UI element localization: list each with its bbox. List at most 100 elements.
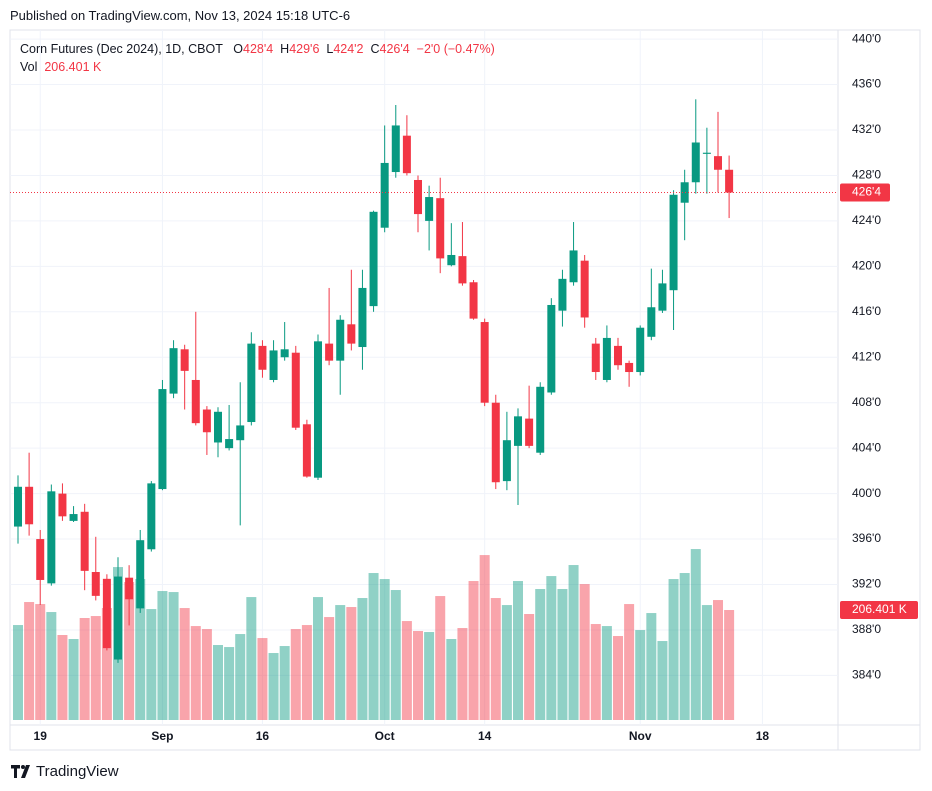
candle-body: [202, 409, 211, 433]
legend-line: Corn Futures (Dec 2024), 1D, CBOT O428'4…: [20, 40, 495, 58]
legend-key: O: [233, 42, 244, 56]
volume-bar: [90, 616, 101, 720]
brand-logo: [11, 765, 30, 778]
candle-body: [169, 348, 178, 394]
candle-body: [136, 540, 145, 609]
volume-bar: [390, 590, 401, 720]
volume-bar: [246, 597, 257, 720]
volume-bar: [457, 628, 468, 720]
candle-body: [314, 341, 322, 478]
y-tick-label: 408'0: [852, 395, 881, 409]
volume-bar: [201, 629, 212, 720]
candle-body: [658, 283, 667, 311]
candle-body: [258, 345, 267, 370]
x-tick-label: 19: [34, 729, 48, 743]
candle-body: [36, 539, 45, 580]
candle-body: [436, 198, 445, 259]
y-tick-label: 428'0: [852, 168, 881, 182]
candle-body: [25, 486, 34, 525]
candle-body: [602, 337, 611, 380]
volume-bar: [701, 605, 712, 720]
logo-shape: [11, 765, 30, 778]
candle-body: [636, 327, 645, 373]
volume-bar: [413, 631, 423, 720]
candle-body: [491, 402, 500, 483]
y-tick-label: 404'0: [852, 440, 881, 454]
candle-body: [447, 254, 456, 266]
volume-bar: [335, 605, 346, 720]
volume-bar: [635, 630, 646, 720]
volume-bar: [568, 565, 579, 720]
volume-bar: [646, 613, 657, 720]
volume-bar: [57, 635, 68, 720]
candle-body: [247, 343, 256, 423]
volume-bar: [24, 602, 35, 720]
candle-body: [236, 425, 245, 441]
legend-value: 428'4: [243, 42, 274, 56]
candle-body: [125, 577, 134, 600]
volume-bar: [490, 598, 501, 720]
volume-bar: [79, 618, 90, 720]
volume-bar: [579, 584, 590, 720]
volume-bar: [190, 626, 201, 720]
last-price-box: [840, 183, 890, 202]
candle-body: [191, 379, 200, 424]
volume-bar: [690, 549, 701, 720]
logo-dot: [21, 765, 25, 769]
candle-body: [225, 439, 234, 449]
candle-body: [180, 349, 189, 371]
volume-value: 206.401 K: [44, 60, 102, 74]
volume-bar: [290, 629, 301, 720]
y-tick-label: 412'0: [852, 349, 881, 363]
symbol-title: Corn Futures (Dec 2024), 1D, CBOT: [20, 42, 223, 56]
volume-bar: [668, 579, 679, 720]
candle-body: [702, 152, 711, 154]
y-tick-label: 436'0: [852, 77, 881, 91]
candle-body: [714, 156, 722, 170]
volume-bar: [379, 579, 390, 720]
volume-bar: [624, 604, 635, 720]
legend-key: L: [326, 42, 334, 56]
last-volume-box: [840, 601, 918, 620]
published-note: Published on TradingView.com, Nov 13, 20…: [10, 8, 351, 23]
y-tick-label: 392'0: [852, 577, 881, 591]
candle-body: [691, 142, 700, 183]
y-tick-label: 396'0: [852, 531, 881, 545]
candle-body: [680, 182, 689, 203]
y-tick-label: 388'0: [852, 622, 881, 636]
candle-body: [380, 162, 389, 228]
legend-key: C: [370, 42, 380, 56]
volume-name: Vol: [20, 60, 38, 74]
candle-body: [58, 493, 67, 517]
candle-body: [291, 352, 300, 428]
candle-body: [269, 350, 278, 380]
volume-bar: [313, 597, 323, 720]
candle-body: [147, 483, 156, 550]
x-tick-label: 18: [756, 729, 770, 743]
volume-bar: [513, 581, 523, 720]
volume-bar: [479, 555, 490, 720]
candle-body: [302, 424, 311, 477]
candle-body: [325, 343, 334, 361]
volume-bar: [146, 609, 157, 720]
candle-body: [669, 194, 678, 291]
candle-body: [547, 304, 556, 393]
volume-bar: [235, 634, 246, 720]
volume-bar: [713, 600, 723, 720]
x-tick-label: 14: [478, 729, 492, 743]
candle-body: [425, 197, 434, 221]
volume-bar: [357, 598, 368, 720]
candle-body: [358, 287, 367, 348]
candle-body: [614, 345, 622, 366]
candle-body: [214, 411, 222, 443]
candle-body: [14, 486, 22, 527]
volume-bar: [657, 641, 668, 720]
legend-key: H: [280, 42, 290, 56]
frame: [9, 29, 921, 751]
volume-bar: [301, 625, 312, 720]
volume-bar: [324, 617, 335, 720]
volume-bar: [468, 581, 479, 720]
candle-body: [102, 578, 111, 649]
candle-body: [558, 278, 567, 311]
candle-body: [114, 576, 122, 660]
